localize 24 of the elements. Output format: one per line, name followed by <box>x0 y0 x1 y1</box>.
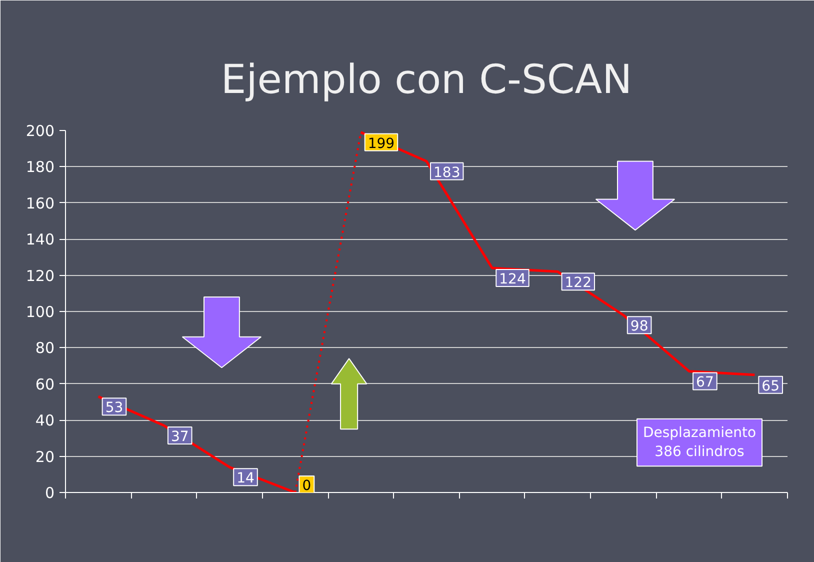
data-label: 67 <box>696 374 714 391</box>
data-label: 65 <box>762 378 780 394</box>
data-label: 124 <box>499 272 526 288</box>
y-tick-label: 40 <box>35 412 55 430</box>
y-tick-label: 60 <box>35 375 55 394</box>
y-tick-label: 80 <box>35 339 55 358</box>
y-tick-label: 140 <box>26 230 55 249</box>
y-tick-label: 120 <box>26 266 55 285</box>
data-label: 183 <box>434 164 460 181</box>
y-tick-label: 20 <box>35 448 55 466</box>
data-label: 98 <box>630 318 648 335</box>
y-tick-label: 160 <box>26 194 55 212</box>
chart-title: Ejemplo con C-SCAN <box>220 57 632 103</box>
y-tick-label: 200 <box>26 122 55 140</box>
y-tick-label: 100 <box>26 303 55 321</box>
data-label: 122 <box>564 275 592 292</box>
data-label: 53 <box>105 400 124 416</box>
y-tick-label: 0 <box>44 484 55 502</box>
data-label: 199 <box>368 136 395 152</box>
data-label: 14 <box>236 470 254 487</box>
annotation: Desplazamiento 386 cilindros <box>642 424 756 460</box>
y-tick-label: 180 <box>26 158 55 176</box>
data-label: 37 <box>170 429 189 446</box>
data-label: 0 <box>302 478 312 494</box>
